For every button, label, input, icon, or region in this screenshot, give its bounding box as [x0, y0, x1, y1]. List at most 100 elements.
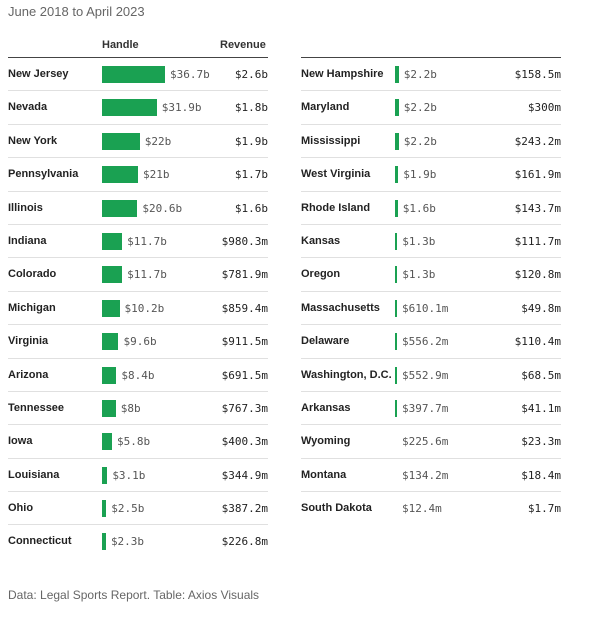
revenue-value: $23.3m [521, 435, 561, 449]
handle-bar [102, 66, 165, 83]
state-name: Washington, D.C. [301, 368, 392, 381]
handle-bar [102, 166, 139, 184]
table-row: Oregon $1.3b $120.8m [301, 258, 561, 292]
revenue-value: $691.5m [221, 368, 268, 382]
handle-value: $8b [120, 401, 141, 415]
state-name: Mississippi [301, 134, 361, 147]
handle-value: $556.2m [402, 335, 449, 349]
state-name: Maryland [301, 101, 350, 114]
table-row: Connecticut $2.3b $226.8m [8, 525, 268, 558]
revenue-header: Revenue [220, 39, 266, 51]
table-row: Ohio $2.5b $387.2m [8, 492, 268, 526]
revenue-value: $1.7m [527, 502, 561, 516]
state-name: Indiana [8, 234, 47, 247]
state-name: Wyoming [301, 435, 351, 448]
handle-bar [395, 399, 397, 417]
revenue-value: $300m [527, 101, 561, 115]
handle-bar [102, 333, 119, 351]
handle-bar [395, 66, 399, 83]
handle-value: $552.9m [402, 368, 449, 382]
state-name: Nevada [8, 101, 48, 114]
table-row: Wyoming $225.6m $23.3m [301, 425, 561, 459]
handle-value: $225.6m [402, 435, 449, 449]
handle-value: $9.6b [123, 335, 157, 349]
revenue-value: $781.9m [221, 268, 268, 282]
state-name: Oregon [301, 268, 341, 281]
handle-bar [102, 466, 108, 484]
revenue-value: $143.7m [514, 201, 561, 215]
table-row: Kansas $1.3b $111.7m [301, 225, 561, 259]
handle-value: $1.3b [402, 234, 436, 248]
state-name: Illinois [8, 201, 43, 214]
revenue-value: $120.8m [514, 268, 561, 282]
state-name: Ohio [8, 502, 34, 515]
table-right: New Hampshire $2.2b $158.5m Maryland $2.2b $3… [301, 58, 561, 525]
handle-bar [102, 433, 112, 451]
handle-bar [395, 266, 398, 284]
state-name: Colorado [8, 268, 57, 281]
handle-bar [102, 232, 123, 250]
revenue-value: $859.4m [221, 301, 268, 315]
handle-bar [395, 333, 397, 351]
handle-bar [395, 366, 397, 384]
table-row: Michigan $10.2b $859.4m [8, 292, 268, 326]
handle-value: $36.7b [170, 68, 210, 81]
state-name: New Hampshire [301, 68, 384, 80]
state-name: New Jersey [8, 68, 69, 80]
table-row: New York $22b $1.9b [8, 125, 268, 159]
handle-bar [395, 299, 397, 317]
revenue-value: $1.9b [234, 134, 268, 148]
header-rule-left [8, 57, 268, 58]
handle-header: Handle [102, 39, 139, 51]
table-row: Louisiana $3.1b $344.9m [8, 459, 268, 493]
revenue-value: $161.9m [514, 168, 561, 182]
revenue-value: $111.7m [514, 234, 561, 248]
state-name: Connecticut [8, 535, 72, 548]
revenue-value: $400.3m [221, 435, 268, 449]
state-name: Michigan [8, 301, 56, 314]
revenue-value: $243.2m [514, 134, 561, 148]
handle-value: $8.4b [121, 368, 155, 382]
subtitle: June 2018 to April 2023 [8, 4, 145, 19]
state-name: Louisiana [8, 468, 60, 481]
revenue-value: $226.8m [221, 535, 268, 549]
handle-bar [102, 299, 120, 317]
table-row: Nevada $31.9b $1.8b [8, 91, 268, 125]
handle-bar [395, 132, 399, 150]
revenue-value: $767.3m [221, 401, 268, 415]
handle-value: $1.3b [402, 268, 436, 282]
handle-value: $10.2b [124, 301, 165, 315]
handle-value: $22b [144, 134, 172, 148]
table-row: Rhode Island $1.6b $143.7m [301, 192, 561, 225]
handle-bar [395, 99, 399, 117]
state-name: Iowa [8, 435, 33, 448]
table-row: Arizona $8.4b $691.5m [8, 359, 268, 392]
revenue-value: $980.3m [221, 234, 268, 248]
table-row: South Dakota $12.4m $1.7m [301, 492, 561, 525]
table-row: Maryland $2.2b $300m [301, 91, 561, 125]
table-row: Montana $134.2m $18.4m [301, 459, 561, 493]
table-row: New Hampshire $2.2b $158.5m [301, 58, 561, 92]
state-name: Virginia [8, 335, 49, 348]
handle-value: $2.2b [403, 68, 437, 81]
state-name: South Dakota [301, 502, 372, 515]
revenue-value: $1.7b [234, 168, 268, 182]
state-name: Tennessee [8, 401, 65, 414]
table-row: Indiana $11.7b $980.3m [8, 225, 268, 259]
handle-value: $11.7b [127, 268, 167, 282]
revenue-value: $158.5m [514, 68, 561, 81]
revenue-value: $344.9m [221, 468, 268, 482]
handle-bar [102, 366, 117, 384]
handle-bar [395, 199, 398, 217]
table-row: Pennsylvania $21b $1.7b [8, 158, 268, 192]
handle-bar [102, 132, 140, 150]
handle-value: $397.7m [402, 401, 449, 415]
revenue-value: $387.2m [221, 502, 268, 516]
handle-bar [395, 232, 398, 250]
table-row: Arkansas $397.7m $41.1m [301, 392, 561, 426]
table-left: New Jersey $36.7b $2.6b Nevada $31.9b $1.8b Ne… [8, 58, 268, 559]
table-row: Massachusetts $610.1m $49.8m [301, 292, 561, 326]
handle-value: $31.9b [161, 101, 202, 115]
revenue-value: $110.4m [514, 335, 561, 349]
source-note: Data: Legal Sports Report. Table: Axios … [8, 588, 260, 602]
